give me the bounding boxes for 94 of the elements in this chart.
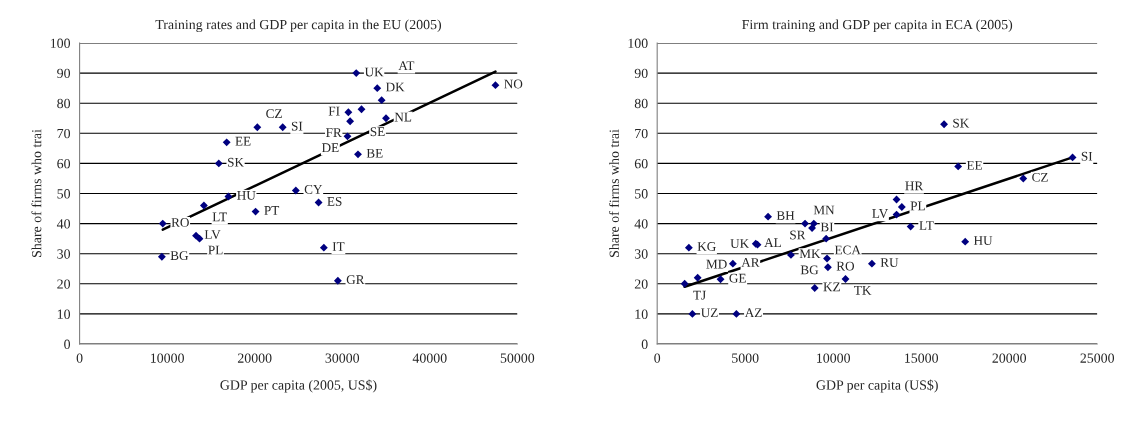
annotation: KZ bbox=[823, 282, 840, 292]
annotation: LV bbox=[204, 230, 221, 240]
y-axis-title: Share of firms who trai bbox=[31, 129, 42, 257]
y-tick-label: 40 bbox=[56, 219, 71, 229]
annotation: UK bbox=[730, 239, 750, 248]
x-tick-label: 10000 bbox=[817, 353, 851, 363]
x-tick-label: 20000 bbox=[992, 353, 1027, 363]
annotation: LT bbox=[212, 212, 227, 222]
annotation: LT bbox=[919, 221, 934, 230]
annotation: NL bbox=[394, 112, 412, 122]
annotation: UZ bbox=[701, 308, 718, 318]
annotation: CZ bbox=[266, 109, 282, 119]
annotation: MD bbox=[706, 259, 727, 269]
annotation: GE bbox=[729, 273, 746, 283]
y-tick-label: 50 bbox=[635, 189, 648, 199]
x-tick-label: 40000 bbox=[412, 353, 447, 363]
x-axis-title: GDP per capita (US$) bbox=[816, 379, 938, 393]
annotation: PT bbox=[264, 206, 280, 215]
x-tick-label: 10000 bbox=[151, 353, 184, 363]
y-tick-label: 20 bbox=[634, 279, 648, 289]
chart-title: Training rates and GDP per capita in the EU (2005) bbox=[155, 19, 442, 33]
x-axis-title: GDP per capita (2005, US$) bbox=[220, 379, 377, 393]
annotation: PL bbox=[208, 245, 223, 255]
y-tick-label: 10 bbox=[635, 309, 648, 319]
annotation: HU bbox=[237, 191, 256, 200]
y-tick-label: 10 bbox=[57, 309, 71, 319]
annotation: IT bbox=[332, 242, 345, 251]
y-tick-label: 60 bbox=[634, 158, 648, 169]
annotation: GR bbox=[346, 275, 365, 285]
annotation: HR bbox=[905, 181, 924, 191]
y-tick-label: 90 bbox=[634, 68, 648, 79]
annotation: PL bbox=[910, 201, 925, 211]
x-tick-label: 50000 bbox=[500, 353, 535, 363]
annotation: SI bbox=[291, 121, 303, 131]
annotation: AZ bbox=[744, 308, 762, 318]
annotation: DK bbox=[385, 82, 405, 92]
x-tick-label: 5000 bbox=[732, 353, 759, 363]
x-tick-label: 25000 bbox=[1080, 353, 1115, 363]
y-tick-label: 0 bbox=[64, 339, 71, 349]
annotation: BG bbox=[800, 265, 819, 275]
annotation: KG bbox=[697, 242, 716, 251]
y-tick-label: 100 bbox=[628, 38, 648, 48]
annotation: TJ bbox=[693, 290, 706, 300]
y-tick-label: 30 bbox=[57, 249, 71, 259]
annotation: CZ bbox=[1032, 172, 1048, 182]
annotation: BG bbox=[170, 251, 189, 261]
annotation: CY bbox=[304, 184, 323, 194]
y-tick-label: 80 bbox=[57, 98, 71, 109]
y-tick-label: 70 bbox=[57, 128, 71, 139]
chart-title: Firm training and GDP per capita in ECA (2005) bbox=[742, 19, 1013, 33]
x-tick-label: 0 bbox=[654, 353, 661, 363]
y-tick-label: 40 bbox=[634, 219, 648, 229]
annotation: LV bbox=[872, 209, 889, 218]
x-tick-label: 15000 bbox=[905, 353, 939, 363]
annotation: NO bbox=[504, 79, 523, 89]
y-tick-label: 100 bbox=[50, 38, 71, 48]
annotation: SE bbox=[370, 127, 385, 137]
annotation: FI bbox=[328, 106, 340, 116]
annotation: BE bbox=[366, 148, 383, 158]
x-tick-label: 20000 bbox=[237, 353, 272, 363]
annotation: MK bbox=[799, 249, 821, 259]
annotation: RO bbox=[836, 261, 855, 271]
annotation: SK bbox=[953, 118, 970, 128]
annotation: BI bbox=[820, 222, 834, 232]
annotation: DE bbox=[321, 143, 339, 153]
annotation: RU bbox=[880, 258, 899, 267]
annotation: HU bbox=[973, 236, 993, 245]
y-tick-label: 50 bbox=[57, 189, 71, 199]
annotation: EE bbox=[235, 136, 251, 146]
annotation: SK bbox=[228, 157, 244, 167]
annotation: RO bbox=[171, 218, 189, 227]
y-tick-label: 30 bbox=[634, 249, 648, 259]
y-tick-label: 90 bbox=[57, 68, 71, 79]
y-axis-title: Share of firms who trai bbox=[609, 129, 619, 257]
annotation: AR bbox=[741, 258, 760, 267]
x-tick-label: 30000 bbox=[325, 353, 360, 363]
annotation: AL bbox=[764, 238, 781, 247]
y-tick-label: 0 bbox=[641, 339, 648, 349]
annotation: SR bbox=[790, 230, 806, 240]
annotation: EE bbox=[966, 160, 982, 170]
annotation: ES bbox=[327, 196, 342, 206]
annotation: BH bbox=[776, 211, 795, 220]
y-tick-label: 60 bbox=[57, 158, 71, 169]
annotation: UK bbox=[364, 67, 384, 77]
annotation: AT bbox=[398, 61, 415, 71]
annotation: FR bbox=[326, 128, 342, 137]
y-tick-label: 70 bbox=[635, 128, 648, 139]
annotation: SI bbox=[1081, 151, 1093, 161]
annotation: ECA bbox=[834, 245, 861, 255]
annotation: TK bbox=[854, 286, 872, 295]
annotation: MN bbox=[813, 205, 835, 215]
y-tick-label: 80 bbox=[634, 98, 648, 109]
y-tick-label: 20 bbox=[57, 279, 71, 289]
x-tick-label: 0 bbox=[76, 353, 83, 363]
